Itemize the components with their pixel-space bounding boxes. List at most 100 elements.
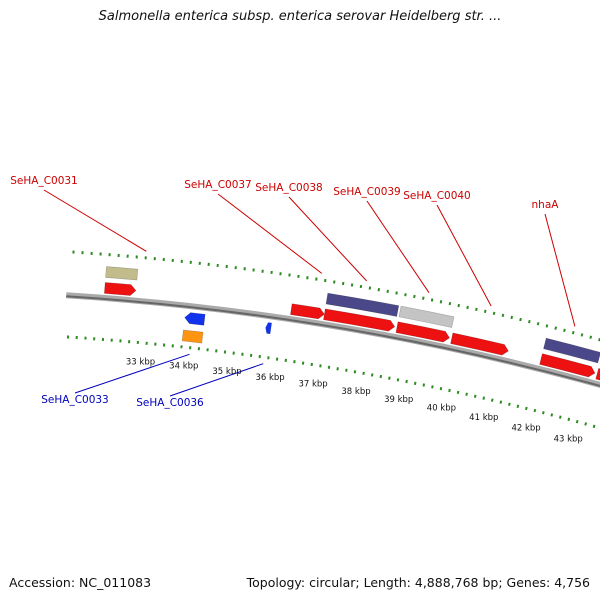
ring-tick	[324, 278, 327, 283]
ring-tick	[377, 288, 381, 292]
ring-tick	[315, 277, 318, 281]
ring-tick	[362, 371, 365, 376]
ring-tick	[589, 335, 593, 339]
gene-labels: SeHA_C0031 SeHA_C0037 SeHA_C0038 SeHA_C0039…	[10, 175, 576, 409]
ring-tick	[492, 311, 496, 316]
gene-feature-red[interactable]	[595, 368, 600, 385]
gene-label[interactable]: SeHA_C0037	[184, 179, 252, 191]
gene-feature-red[interactable]	[395, 321, 450, 343]
ring-tick	[396, 378, 400, 382]
label-leader-line	[217, 193, 323, 274]
ring-tick	[510, 315, 514, 320]
gene-label[interactable]: SeHA_C0039	[333, 186, 401, 198]
ring-tick	[345, 368, 348, 372]
ring-tick	[567, 417, 571, 422]
ring-tick	[336, 367, 339, 371]
label-leader-line	[169, 363, 264, 397]
ring-tick	[584, 422, 588, 426]
ring-tick	[473, 394, 477, 398]
label-leader-line	[436, 204, 492, 307]
ring-tick	[297, 274, 300, 278]
ring-tick	[431, 385, 434, 389]
ring-tick	[456, 390, 460, 395]
tick-rings	[66, 250, 600, 429]
gene-feature-red[interactable]	[104, 282, 137, 296]
ring-tick	[333, 280, 336, 284]
ring-tick	[422, 383, 426, 387]
ring-tick	[386, 289, 389, 294]
scale-label: 43 kbp	[554, 434, 583, 444]
genome-backbone	[66, 292, 600, 389]
ring-tick	[580, 333, 584, 337]
gene-label[interactable]: SeHA_C0036	[136, 397, 204, 409]
scale-label: 38 kbp	[341, 387, 370, 397]
ring-tick	[501, 313, 505, 318]
ring-tick	[490, 398, 494, 402]
gene-label[interactable]: SeHA_C0031	[10, 175, 78, 187]
gene-feature-navy[interactable]	[543, 337, 600, 364]
ring-tick	[554, 326, 558, 330]
gene-tracks	[104, 266, 600, 385]
ring-tick	[558, 415, 562, 419]
ring-tick	[293, 360, 296, 364]
scale-label: 39 kbp	[384, 395, 413, 405]
ring-tick	[466, 305, 469, 310]
ring-tick	[528, 319, 531, 324]
ring-tick	[327, 365, 331, 369]
scale-label: 33 kbp	[126, 357, 155, 367]
topology-summary: Topology: circular; Length: 4,888,768 bp…	[246, 575, 590, 590]
ring-tick	[430, 298, 434, 302]
gene-feature-red[interactable]	[290, 303, 325, 320]
ring-tick	[422, 296, 425, 300]
gene-label[interactable]: SeHA_C0033	[41, 394, 109, 406]
label-leader-line	[544, 213, 576, 327]
ring-tick	[533, 408, 537, 413]
ring-tick	[575, 419, 579, 424]
scale-label: 40 kbp	[427, 404, 456, 414]
ring-tick	[439, 300, 443, 304]
ring-tick	[258, 354, 261, 359]
scale-label: 35 kbp	[212, 367, 241, 377]
gene-feature-orange[interactable]	[181, 329, 204, 344]
ring-tick	[448, 301, 452, 306]
ring-tick	[525, 406, 528, 411]
scale-label: 36 kbp	[255, 373, 284, 383]
ring-tick	[516, 404, 520, 409]
gene-feature-blue[interactable]	[265, 322, 272, 335]
ring-tick	[319, 364, 322, 368]
ring-tick	[483, 309, 487, 314]
scale-label: 42 kbp	[511, 423, 540, 433]
scale-label: 34 kbp	[169, 362, 198, 372]
map-title: Salmonella enterica subsp. enterica sero…	[98, 9, 502, 24]
gene-feature-red[interactable]	[323, 308, 396, 332]
ring-tick	[563, 328, 566, 333]
gene-feature-red[interactable]	[539, 353, 596, 378]
gene-label[interactable]: SeHA_C0040	[403, 190, 471, 202]
gene-label[interactable]: nhaA	[532, 199, 560, 211]
gene-feature-red[interactable]	[450, 332, 509, 356]
ring-tick	[508, 402, 511, 406]
kbp-scale: 33 kbp 34 kbp 35 kbp 36 kbp 37 kbp 38 kbp 39 k…	[126, 357, 583, 444]
ring-tick	[519, 317, 522, 322]
gene-label[interactable]: SeHA_C0038	[255, 182, 323, 194]
gene-feature-olive[interactable]	[105, 266, 139, 281]
ring-tick	[550, 413, 554, 417]
ring-tick	[413, 294, 416, 299]
ring-tick	[310, 362, 313, 367]
ring-tick	[457, 303, 460, 308]
ring-tick	[542, 411, 545, 415]
ring-tick	[405, 379, 408, 384]
ring-tick	[359, 284, 363, 289]
label-leader-line	[43, 189, 147, 252]
ring-tick	[448, 388, 451, 393]
scale-label: 37 kbp	[298, 379, 327, 389]
gene-feature-navy[interactable]	[325, 292, 400, 317]
ring-tick	[353, 370, 357, 374]
gene-feature-blue[interactable]	[184, 312, 206, 326]
ring-tick	[545, 324, 549, 328]
gene-feature-gray[interactable]	[398, 305, 455, 328]
label-leader-line	[288, 196, 367, 282]
ring-tick	[571, 330, 575, 335]
ring-tick	[499, 400, 503, 404]
